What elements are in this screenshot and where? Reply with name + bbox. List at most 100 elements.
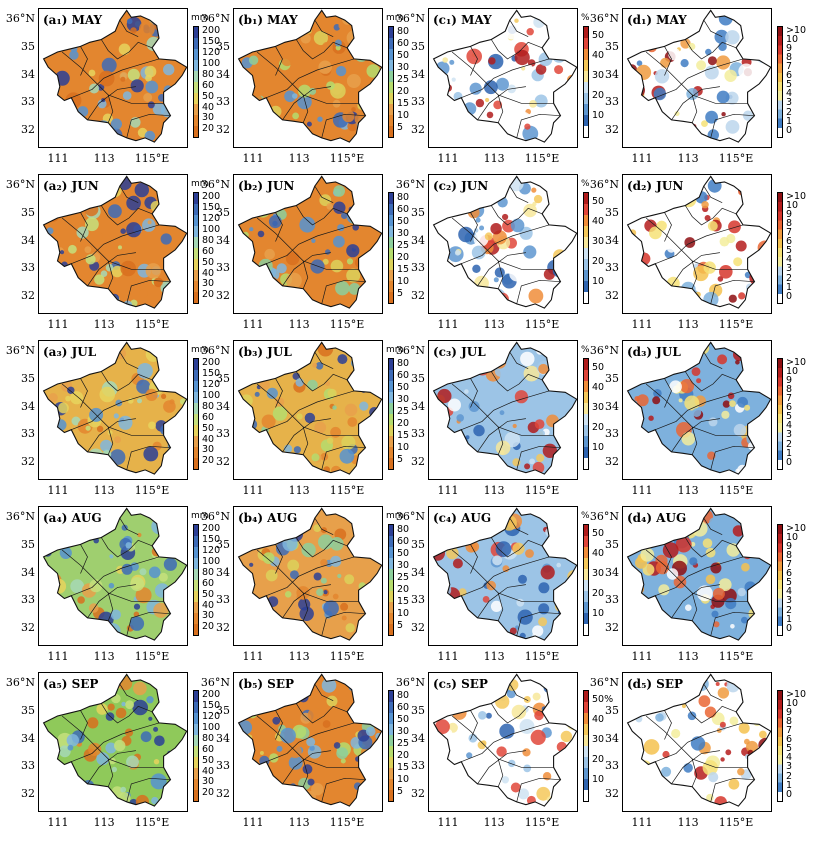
field-blob [179, 517, 185, 523]
district-boundary [645, 217, 748, 270]
latitude-label: 35 [411, 39, 425, 53]
field-blob [351, 107, 356, 112]
field-blob [320, 577, 327, 584]
map-frame: (b₃) JUL [233, 340, 383, 480]
colorbar-tick-label: 150 [202, 202, 221, 214]
field-blob [52, 779, 67, 794]
field-blob [66, 358, 73, 366]
field-blob [729, 716, 739, 726]
field-blob [446, 105, 459, 118]
field-blob [129, 616, 145, 631]
field-blob [666, 243, 676, 253]
field-blob [176, 285, 187, 297]
field-blob [271, 28, 280, 37]
district-boundary [461, 58, 550, 99]
district-boundary [685, 537, 737, 558]
field-blob [120, 76, 126, 82]
field-blob [333, 235, 345, 248]
field-blob [741, 562, 750, 572]
latitude-label: 32 [21, 454, 35, 468]
colorbar-tick-label: 20 [202, 455, 215, 467]
field-blob [313, 30, 328, 46]
latitude-label: 33 [21, 593, 35, 607]
province-outline [626, 341, 771, 475]
district-boundary [296, 205, 348, 226]
field-blob [761, 780, 771, 791]
field-blob [363, 786, 373, 796]
field-blob [560, 766, 577, 783]
henan-map [626, 9, 771, 143]
longitude-label: 111 [437, 650, 459, 663]
field-blob [175, 790, 182, 796]
field-blob [656, 220, 667, 231]
field-blob [259, 751, 264, 755]
field-blob [287, 618, 297, 629]
longitude-label: 113 [288, 650, 310, 663]
district-boundary [314, 19, 334, 38]
district-boundary [703, 351, 723, 370]
field-blob [749, 270, 764, 286]
field-blob [538, 363, 549, 375]
colorbar-tick-label: 50 [592, 30, 605, 41]
field-blob [654, 467, 660, 473]
colorbar-tick-label: 4 [786, 420, 793, 432]
district-boundary [302, 426, 309, 455]
field-blob [165, 508, 179, 521]
district-boundary [61, 383, 164, 436]
district-boundary [275, 378, 283, 408]
field-blob [534, 419, 545, 429]
field-blob [509, 627, 517, 635]
colorbar-unit: mm [191, 345, 209, 355]
colorbar-tick-label: >10 [786, 522, 807, 534]
field-blob [150, 773, 167, 790]
longitude-label: 113 [677, 484, 699, 497]
field-blob [50, 703, 61, 715]
field-blob [246, 418, 258, 430]
field-blob [181, 372, 186, 378]
field-blob [525, 549, 534, 558]
colorbar-tick-label: 30 [592, 70, 605, 81]
longitude-label: 111 [437, 816, 459, 829]
colorbar-tick-label: 100 [202, 224, 221, 236]
longitude-label: 111 [631, 484, 653, 497]
field-blob [567, 255, 573, 261]
field-blob [54, 123, 60, 128]
district-boundary [126, 113, 171, 138]
henan-map [626, 507, 771, 641]
field-blob [663, 699, 670, 706]
field-blob [564, 114, 577, 126]
district-boundary [645, 715, 748, 768]
latitude-label: 33 [411, 593, 425, 607]
field-blob [307, 379, 318, 391]
field-blob [634, 759, 640, 766]
latitude-label: 35 [216, 537, 230, 551]
district-boundary [302, 758, 309, 787]
latitude-label: 33 [605, 759, 619, 773]
field-blob [85, 217, 99, 232]
field-blob [546, 92, 558, 103]
district-boundary [107, 758, 114, 787]
field-blob [283, 122, 298, 137]
latitude-label: 32 [216, 288, 230, 302]
field-blob [295, 378, 304, 387]
field-blob [250, 30, 259, 39]
latitude-label: 32 [411, 786, 425, 800]
field-blob [280, 696, 286, 701]
district-boundary [302, 592, 309, 621]
field-blob [721, 112, 726, 117]
map-frame: (c₁) MAY [428, 8, 578, 148]
field-blob [532, 692, 541, 701]
panel-label: (a₁) MAY [43, 13, 103, 27]
field-blob [496, 77, 509, 91]
field-blob [456, 447, 462, 453]
field-blob [679, 379, 695, 394]
field-blob [683, 763, 693, 773]
field-blob [77, 596, 85, 604]
field-blob [760, 755, 766, 761]
district-boundary [516, 279, 561, 304]
colorbar-tick-label: 100 [202, 58, 221, 70]
province-fill [627, 508, 771, 641]
colorbar-tick-label: 120 [202, 711, 221, 723]
colorbar [388, 690, 394, 802]
colorbar-tick-label: 40 [592, 382, 605, 393]
